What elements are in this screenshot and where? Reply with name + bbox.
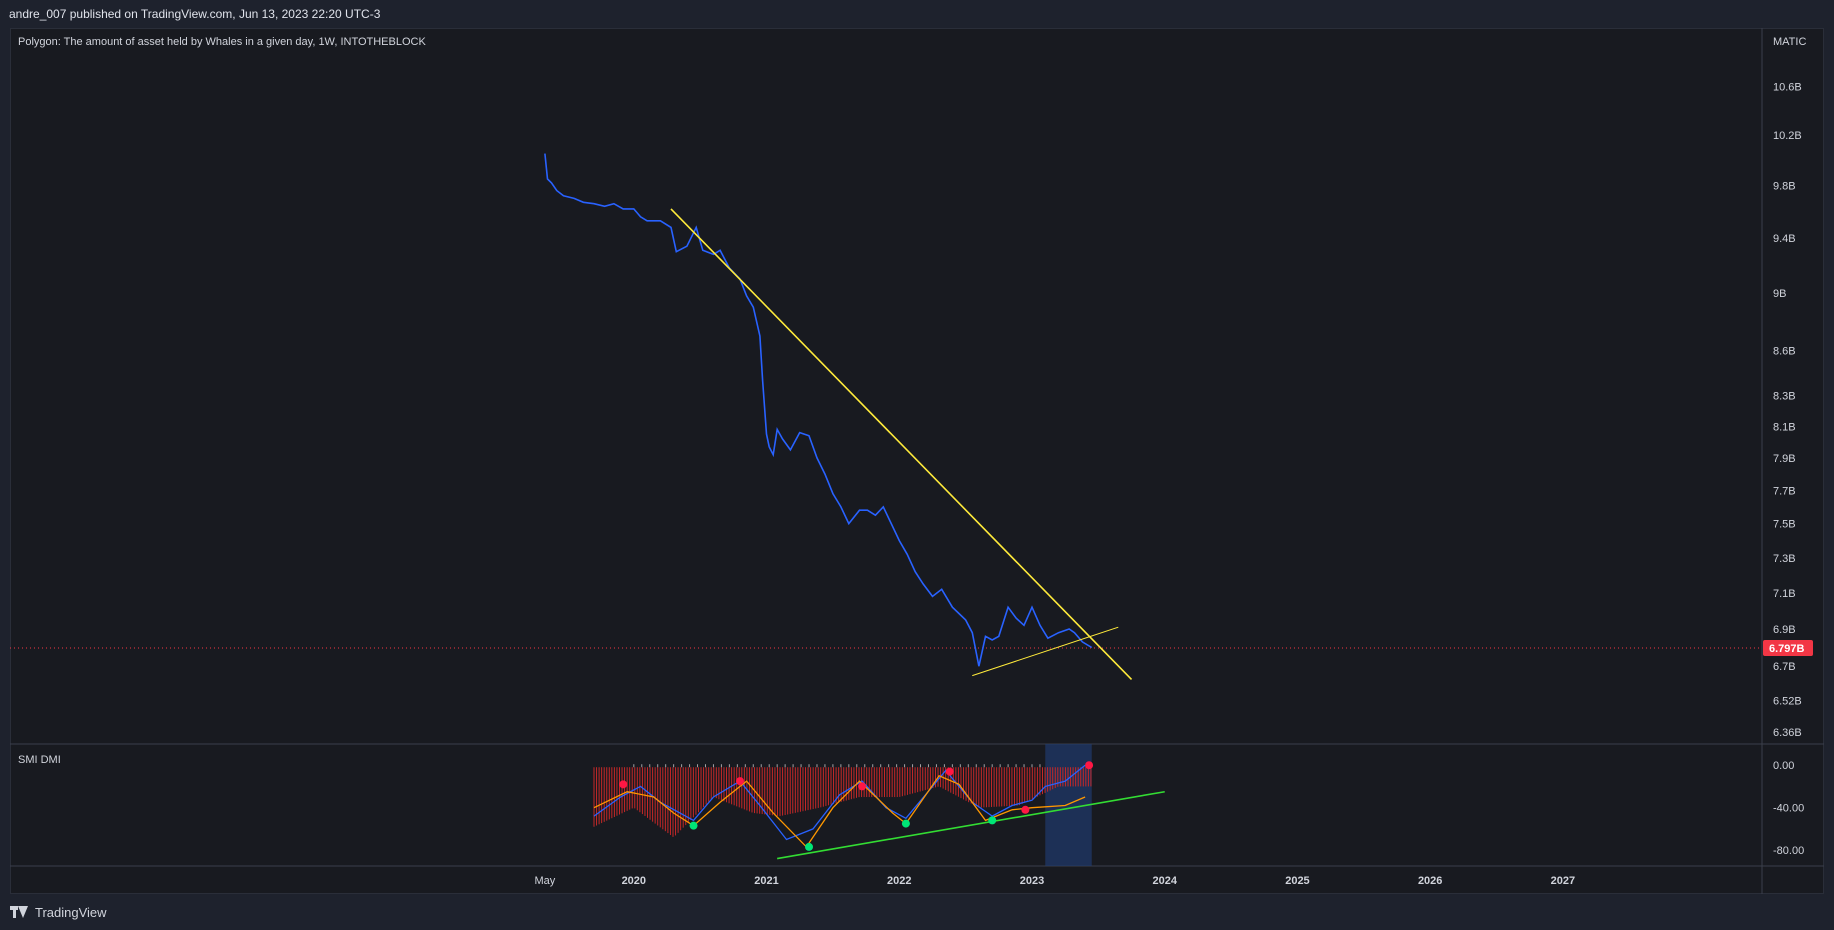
y-tick-label: 10.2B: [1773, 130, 1802, 142]
x-tick-label: 2026: [1418, 875, 1442, 887]
y-tick-label: 8.6B: [1773, 346, 1796, 358]
smi-orange-line: [593, 774, 1086, 848]
main-pane-title: Polygon: The amount of asset held by Wha…: [18, 36, 426, 48]
y-tick-label: 8.1B: [1773, 421, 1796, 433]
buy-signal-dot: [689, 821, 698, 830]
sub-y-tick-label: -80.00: [1773, 845, 1804, 857]
buy-signal-dot: [805, 842, 814, 851]
y-tick-label: 10.6B: [1773, 81, 1802, 93]
x-tick-label: May: [535, 875, 556, 887]
sub-y-tick-label: -40.00: [1773, 803, 1804, 815]
chart-canvas[interactable]: Polygon: The amount of asset held by Wha…: [0, 0, 1834, 894]
sell-signal-dot: [619, 780, 628, 789]
smi-blue-line: [593, 764, 1086, 841]
x-tick-label: 2025: [1285, 875, 1309, 887]
sell-signal-dot: [1021, 805, 1030, 814]
sub-y-tick-label: 0.00: [1773, 760, 1794, 772]
y-tick-label: 6.36B: [1773, 727, 1802, 739]
y-tick-label: 6.52B: [1773, 696, 1802, 708]
y-tick-label: 7.9B: [1773, 453, 1796, 465]
whale-holdings-line: [544, 153, 1093, 667]
buy-signal-dot: [901, 819, 910, 828]
y-tick-label: 7.1B: [1773, 588, 1796, 600]
smi-support-trendline: [777, 790, 1165, 860]
sell-signal-dot: [858, 782, 867, 791]
x-tick-label: 2022: [887, 875, 911, 887]
y-tick-label: 9B: [1773, 288, 1786, 300]
buy-signal-dot: [988, 816, 997, 825]
tradingview-logo-icon[interactable]: [10, 906, 30, 918]
y-tick-label: 6.9B: [1773, 624, 1796, 636]
sub-pane-title: SMI DMI: [18, 754, 61, 766]
sell-signal-dot: [945, 767, 954, 776]
publish-header: andre_007 published on TradingView.com, …: [9, 7, 381, 21]
last-value-badge: [1763, 640, 1813, 657]
y-tick-label: 6.7B: [1773, 661, 1796, 673]
footer-brand[interactable]: TradingView: [35, 904, 107, 920]
sell-signal-dot: [1085, 761, 1094, 770]
y-tick-label: 7.5B: [1773, 519, 1796, 531]
y-tick-label: 7.3B: [1773, 553, 1796, 565]
x-tick-label: 2021: [754, 875, 778, 887]
y-tick-label: 9.4B: [1773, 233, 1796, 245]
support-trendline: [972, 626, 1119, 677]
y-axis-unit-label: MATIC: [1773, 36, 1806, 48]
x-tick-label: 2023: [1020, 875, 1044, 887]
y-tick-label: 8.3B: [1773, 390, 1796, 402]
y-tick-label: 9.8B: [1773, 180, 1796, 192]
resistance-trendline: [670, 208, 1133, 681]
last-value-label: 6.797B: [1769, 643, 1805, 655]
sell-signal-dot: [736, 777, 744, 786]
x-tick-label: 2024: [1152, 875, 1177, 887]
x-tick-label: 2027: [1551, 875, 1575, 887]
x-tick-label: 2020: [622, 875, 646, 887]
footer: TradingView: [0, 894, 1834, 930]
y-tick-label: 7.7B: [1773, 485, 1796, 497]
